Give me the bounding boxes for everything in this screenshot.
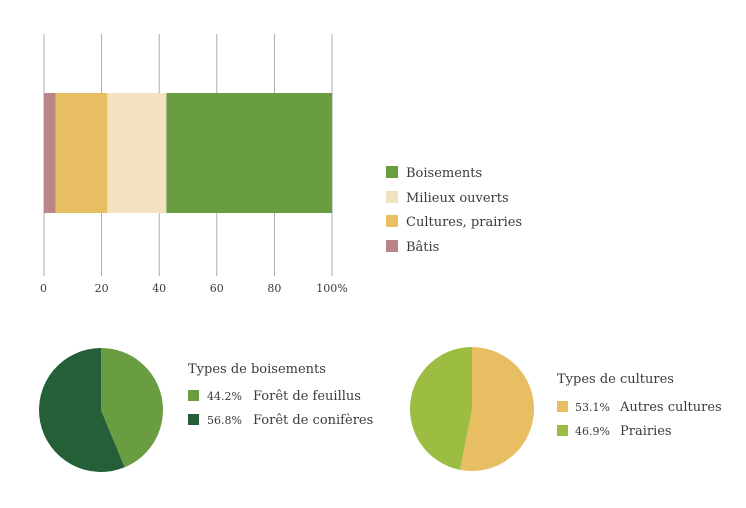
x-tick-label: 100% [316,282,347,295]
bar-segment-milieux-ouverts [107,93,167,213]
legend-swatch-feuillus [188,390,199,401]
bar-legend: Boisements Milieux ouverts Cultures, pra… [386,166,522,255]
pie-boisements-legend: Types de boisements 44.2% Forêt de feuil… [188,362,373,428]
x-tick-label: 60 [210,282,224,295]
bar-segment-cultures-prairies [55,93,108,213]
legend-label-coniferes: Forêt de conifères [253,413,373,428]
legend-label-cultures-prairies: Cultures, prairies [406,215,522,230]
pie-slice-prairies [410,347,472,470]
legend-label-prairies: Prairies [620,424,672,439]
x-tick-label: 20 [95,282,109,295]
pie-cultures [410,347,535,471]
legend-swatch-coniferes [188,414,199,425]
legend-swatch-autres-cultures [557,401,568,412]
legend-label-batis: Bâtis [406,240,439,255]
pie-slice-autres-cultures [459,347,535,471]
pct-feuillus: 44.2% [207,390,242,403]
legend-swatch-prairies [557,425,568,436]
x-tick-label: 40 [152,282,166,295]
legend-label-boisements: Boisements [406,166,482,181]
legend-swatch-cultures-prairies [386,215,398,227]
bar-segments [44,93,332,213]
pct-coniferes: 56.8% [207,414,242,427]
pie-title-boisements: Types de boisements [188,362,326,377]
stacked-bar-chart: 0 20 40 60 80 100% [40,34,348,295]
legend-swatch-batis [386,240,398,252]
pie-cultures-legend: Types de cultures 53.1% Autres cultures … [557,372,722,439]
x-tick-label: 0 [40,282,47,295]
pie-boisements [38,348,163,472]
legend-label-milieux-ouverts: Milieux ouverts [406,191,509,206]
pie-title-cultures: Types de cultures [557,372,674,387]
x-axis-ticks: 0 20 40 60 80 100% [40,282,348,295]
x-tick-label: 80 [267,282,281,295]
pct-prairies: 46.9% [575,425,610,438]
pie-slice-feuillus [101,348,163,468]
legend-swatch-boisements [386,166,398,178]
bar-segment-batis [44,93,56,213]
legend-swatch-milieux-ouverts [386,191,398,203]
pie-slice-coniferes [38,348,125,472]
bar-segment-boisements [166,93,332,213]
pct-autres-cultures: 53.1% [575,401,610,414]
legend-label-autres-cultures: Autres cultures [619,400,722,415]
legend-label-feuillus: Forêt de feuillus [253,389,361,404]
